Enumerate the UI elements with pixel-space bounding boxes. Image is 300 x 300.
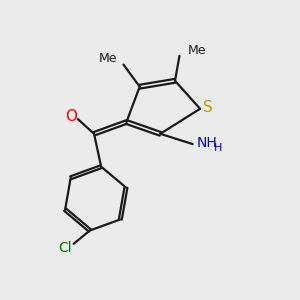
Text: H: H [214,142,222,153]
Text: Cl: Cl [59,241,72,255]
Text: Me: Me [98,52,117,64]
Text: O: O [65,109,77,124]
Text: NH: NH [197,136,218,150]
Text: Me: Me [188,44,206,57]
Text: S: S [203,100,213,115]
